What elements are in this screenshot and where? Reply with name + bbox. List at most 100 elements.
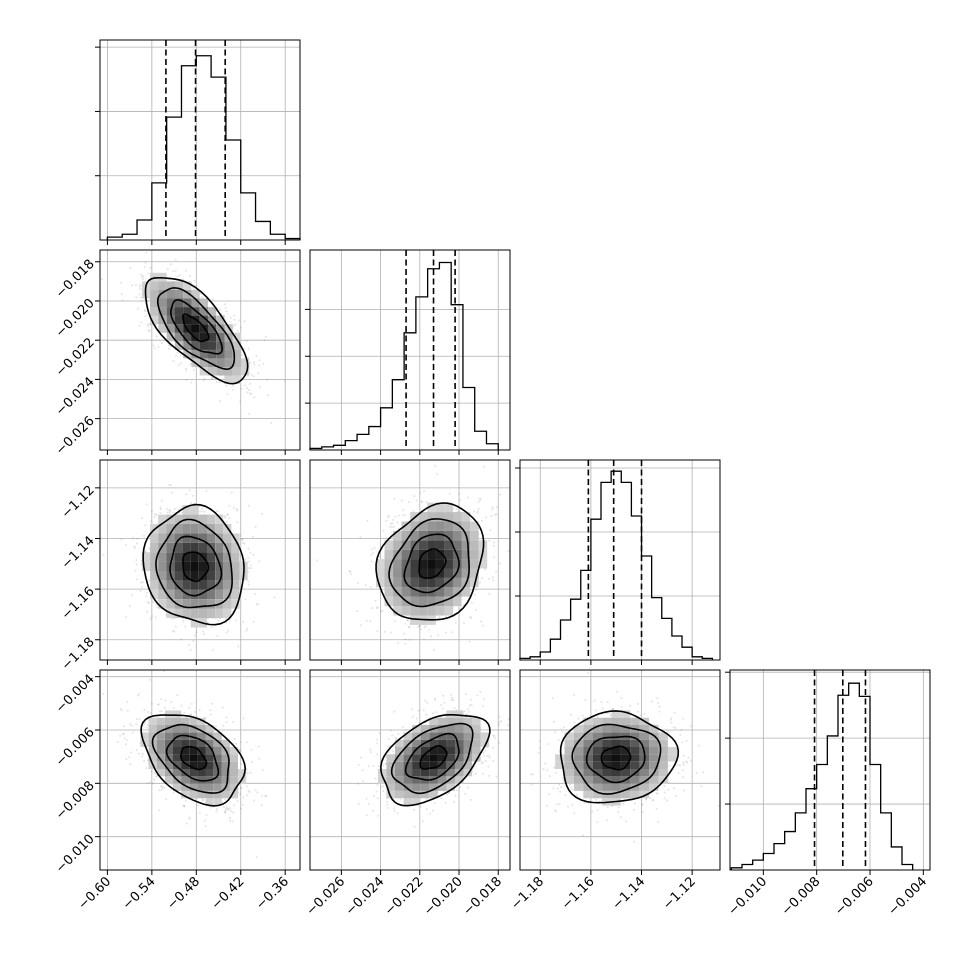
scatter-point [252, 553, 255, 556]
scatter-point [158, 710, 161, 713]
scatter-point [425, 713, 428, 716]
scatter-point [142, 274, 144, 277]
scatter-point [200, 507, 203, 510]
density-cell [174, 514, 183, 524]
scatter-point [139, 283, 142, 286]
density-cell [148, 732, 157, 740]
density-cell [198, 561, 207, 571]
scatter-point [356, 610, 359, 613]
density-cell [223, 542, 232, 553]
scatter-point [359, 536, 362, 539]
scatter-point [135, 296, 138, 299]
scatter-point [224, 810, 227, 813]
density-cell [224, 366, 233, 376]
scatter-point [157, 345, 160, 348]
scatter-point [434, 697, 437, 700]
contour-level [155, 518, 233, 609]
scatter-point [126, 709, 129, 712]
density-cell [444, 521, 453, 531]
density-cell [229, 761, 238, 769]
scatter-point [440, 797, 443, 800]
scatter-point [136, 542, 138, 545]
scatter-point [467, 711, 470, 713]
density-cell [174, 589, 183, 600]
density-cell [166, 332, 175, 342]
scatter-point [225, 716, 228, 719]
density-cell [452, 512, 462, 522]
scatter-point [142, 581, 144, 584]
scatter-point [267, 394, 270, 397]
scatter-point [205, 814, 208, 817]
panel-frame [309, 459, 511, 661]
scatter-point [493, 541, 496, 544]
scatter-point [245, 340, 248, 342]
scatter-point [239, 763, 242, 766]
density-cell [164, 732, 173, 740]
scatter-point [178, 274, 181, 277]
density-cell [207, 324, 217, 333]
scatter-point [438, 615, 441, 618]
scatter-point [245, 741, 248, 744]
scatter-point [129, 763, 132, 766]
scatter-point [432, 649, 435, 652]
scatter-point [182, 278, 185, 281]
density-cell [156, 725, 165, 733]
density-cell [401, 530, 411, 541]
scatter-point [180, 362, 182, 365]
scatter-point [224, 811, 227, 814]
scatter-point [256, 603, 259, 606]
scatter-point [486, 755, 489, 757]
scatter-point [283, 380, 286, 383]
density-cell [190, 552, 199, 562]
scatter-point [406, 619, 409, 622]
scatter-point [245, 629, 248, 632]
density-cell [190, 571, 199, 581]
scatter-point [129, 244, 131, 246]
scatter-point [261, 794, 264, 797]
density-cell [401, 606, 411, 616]
density-cell [166, 589, 175, 600]
scatter-point [254, 526, 257, 528]
scatter-point [239, 787, 242, 789]
density-cell [427, 559, 436, 569]
scatter-point [396, 521, 399, 524]
density-cell [418, 577, 428, 588]
density-cell [427, 549, 436, 560]
scatter-point [192, 640, 195, 642]
scatter-point [185, 369, 188, 372]
scatter-point [492, 544, 495, 547]
density-cell [164, 769, 173, 777]
scatter-point [131, 594, 133, 597]
density-cell [205, 754, 214, 762]
scatter-point [138, 293, 141, 296]
density-cell [229, 791, 238, 799]
scatter-point [194, 634, 196, 637]
scatter-point [229, 320, 232, 323]
scatter-point [168, 509, 171, 512]
density-cell [182, 542, 191, 553]
density-cell [376, 577, 385, 588]
scatter-point [236, 509, 239, 512]
scatter-point [413, 825, 416, 828]
scatter-point [371, 548, 373, 551]
density-cell [141, 552, 150, 562]
scatter-point [273, 596, 276, 599]
scatter-point [135, 718, 138, 721]
scatter-point [216, 808, 218, 810]
density-cell [207, 571, 216, 581]
scatter-point [492, 746, 495, 749]
density-cell [384, 549, 394, 560]
scatter-point [387, 738, 390, 740]
scatter-point [141, 586, 143, 589]
scatter-point [185, 822, 188, 825]
density-cell [452, 587, 462, 597]
scatter-point [492, 734, 495, 737]
scatter-point [172, 359, 175, 362]
scatter-point [250, 392, 253, 395]
density-cell [427, 502, 436, 513]
density-cell [150, 561, 159, 571]
scatter-point [154, 513, 157, 516]
scatter-point [238, 748, 240, 751]
scatter-point [141, 278, 144, 281]
panel-frame [729, 669, 931, 871]
